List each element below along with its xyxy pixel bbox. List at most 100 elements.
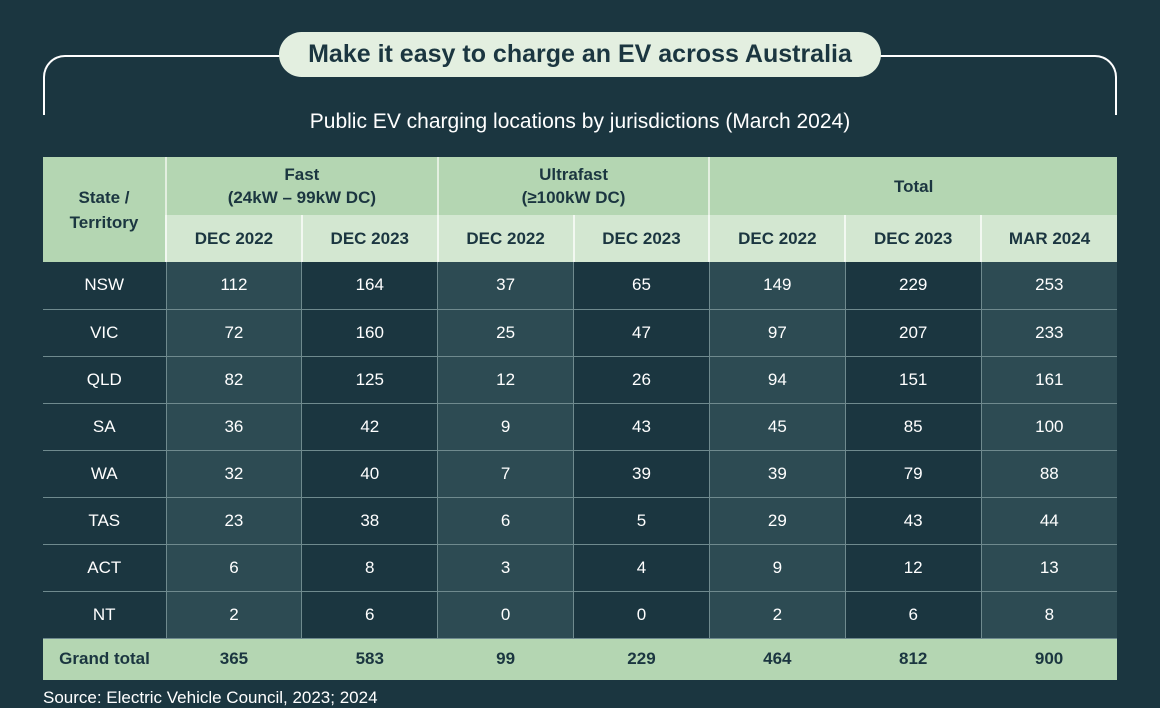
subheader-row: DEC 2022 DEC 2023 DEC 2022 DEC 2023 DEC … [43, 215, 1117, 262]
table-body: NSW 112 164 37 65 149 229 253 VIC 72 160 25 47 97 207 2… [43, 262, 1117, 680]
state-cell: NSW [43, 262, 166, 310]
value-cell: 85 [844, 403, 982, 451]
column-header: DEC 2023 [572, 215, 710, 262]
value-cell: 125 [301, 356, 438, 404]
value-cell: 12 [844, 544, 982, 592]
value-cell: 43 [844, 497, 982, 545]
group-header-total: Total [708, 157, 1117, 215]
value-cell: 6 [437, 497, 574, 545]
value-cell: 2 [165, 591, 302, 639]
grand-total-label: Grand total [43, 638, 166, 680]
state-cell: TAS [43, 497, 166, 545]
table-row: NT 2 6 0 0 2 6 8 [43, 591, 1117, 639]
value-cell: 82 [165, 356, 302, 404]
value-cell: 3 [437, 544, 574, 592]
value-cell: 32 [165, 450, 302, 498]
value-cell: 0 [437, 591, 574, 639]
grand-total-value: 900 [981, 638, 1117, 680]
value-cell: 151 [844, 356, 982, 404]
value-cell: 37 [437, 262, 574, 310]
group-label: Fast [284, 165, 320, 184]
value-cell: 72 [165, 309, 302, 357]
value-cell: 40 [301, 450, 438, 498]
value-cell: 0 [573, 591, 710, 639]
value-cell: 29 [708, 497, 846, 545]
page-title: Make it easy to charge an EV across Aust… [279, 32, 881, 77]
value-cell: 97 [708, 309, 846, 357]
group-header-row: State / Territory Fast (24kW – 99kW DC) … [43, 157, 1117, 262]
state-cell: VIC [43, 309, 166, 357]
value-cell: 6 [844, 591, 982, 639]
group-sublabel: (≥100kW DC) [521, 188, 626, 207]
value-cell: 5 [573, 497, 710, 545]
column-header: DEC 2022 [436, 215, 574, 262]
group-label: Ultrafast [539, 165, 609, 184]
value-cell: 36 [165, 403, 302, 451]
value-cell: 229 [844, 262, 982, 310]
group-label: Total [894, 176, 934, 196]
value-cell: 253 [980, 262, 1117, 310]
value-cell: 6 [301, 591, 438, 639]
grand-total-value: 365 [166, 638, 302, 680]
value-cell: 9 [437, 403, 574, 451]
table-row: WA 32 40 7 39 39 79 88 [43, 450, 1117, 498]
group-sublabel: (24kW – 99kW DC) [227, 188, 377, 207]
table-row: SA 36 42 9 43 45 85 100 [43, 403, 1117, 451]
value-cell: 65 [573, 262, 710, 310]
value-cell: 43 [573, 403, 710, 451]
value-cell: 26 [573, 356, 710, 404]
value-cell: 23 [165, 497, 302, 545]
column-header: MAR 2024 [980, 215, 1117, 262]
value-cell: 9 [708, 544, 846, 592]
column-header: DEC 2023 [844, 215, 982, 262]
value-cell: 79 [844, 450, 982, 498]
value-cell: 42 [301, 403, 438, 451]
value-cell: 25 [437, 309, 574, 357]
group-header-ultrafast: Ultrafast (≥100kW DC) [436, 157, 710, 215]
table-row: NSW 112 164 37 65 149 229 253 [43, 262, 1117, 310]
row-header-line-2: Territory [69, 212, 139, 232]
value-cell: 233 [980, 309, 1117, 357]
state-cell: SA [43, 403, 166, 451]
source-note: Source: Electric Vehicle Council, 2023; … [43, 688, 378, 707]
value-cell: 94 [708, 356, 846, 404]
grand-total-value: 229 [573, 638, 710, 680]
state-cell: ACT [43, 544, 166, 592]
value-cell: 4 [573, 544, 710, 592]
value-cell: 149 [708, 262, 846, 310]
value-cell: 12 [437, 356, 574, 404]
value-cell: 2 [708, 591, 846, 639]
table-title: Public EV charging locations by jurisdic… [309, 110, 851, 133]
value-cell: 8 [301, 544, 438, 592]
value-cell: 47 [573, 309, 710, 357]
value-cell: 39 [708, 450, 846, 498]
charging-table: State / Territory Fast (24kW – 99kW DC) … [43, 157, 1117, 680]
table-row: TAS 23 38 6 5 29 43 44 [43, 497, 1117, 545]
table-row: VIC 72 160 25 47 97 207 233 [43, 309, 1117, 357]
value-cell: 161 [980, 356, 1117, 404]
grand-total-value: 464 [709, 638, 846, 680]
value-cell: 6 [165, 544, 302, 592]
state-cell: NT [43, 591, 166, 639]
value-cell: 207 [844, 309, 982, 357]
value-cell: 38 [301, 497, 438, 545]
row-header-cell: State / Territory [43, 157, 166, 262]
column-header: DEC 2023 [300, 215, 438, 262]
state-cell: WA [43, 450, 166, 498]
row-header-line-1: State / [78, 187, 130, 207]
grand-total-value: 583 [301, 638, 438, 680]
grand-total-row: Grand total 365 583 99 229 464 812 900 [43, 638, 1117, 680]
value-cell: 160 [301, 309, 438, 357]
table-row: QLD 82 125 12 26 94 151 161 [43, 356, 1117, 404]
grand-total-value: 99 [437, 638, 574, 680]
value-cell: 44 [980, 497, 1117, 545]
value-cell: 8 [980, 591, 1117, 639]
value-cell: 88 [980, 450, 1117, 498]
table-row: ACT 6 8 3 4 9 12 13 [43, 544, 1117, 592]
group-header-fast: Fast (24kW – 99kW DC) [165, 157, 438, 215]
grand-total-value: 812 [845, 638, 982, 680]
column-header: DEC 2022 [708, 215, 846, 262]
value-cell: 13 [980, 544, 1117, 592]
state-cell: QLD [43, 356, 166, 404]
value-cell: 112 [165, 262, 302, 310]
